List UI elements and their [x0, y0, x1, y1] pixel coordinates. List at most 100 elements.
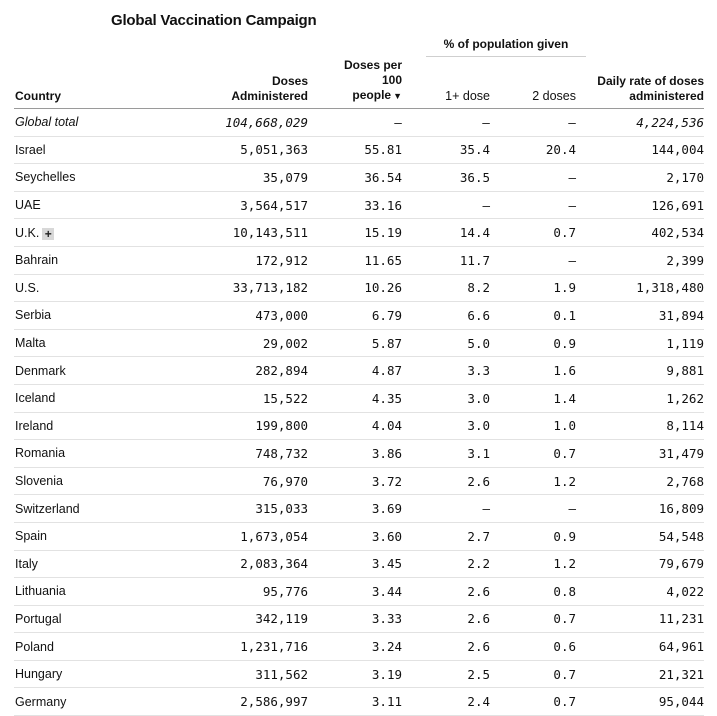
- one-dose-cell-value: 2.5: [467, 666, 490, 682]
- daily-rate-cell: 1,119: [578, 329, 704, 358]
- doses-cell-value: 311,562: [255, 666, 308, 682]
- doses-cell: 1,673,054: [110, 522, 310, 551]
- header-row: Country Doses Administered Doses per 100…: [14, 57, 704, 109]
- per100-cell: 3.33: [310, 605, 402, 634]
- country-cell-value: Poland: [15, 639, 54, 654]
- one-dose-cell: 2.6: [402, 605, 490, 634]
- daily-rate-cell-value: 126,691: [651, 197, 704, 213]
- two-doses-cell: 1.2: [490, 550, 578, 579]
- country-cell: Spain: [14, 522, 110, 551]
- two-doses-cell-value: 20.4: [545, 142, 576, 158]
- one-dose-cell: 8.2: [402, 274, 490, 303]
- daily-rate-cell-value: 1,119: [666, 335, 704, 351]
- two-doses-cell: 0.7: [490, 218, 578, 247]
- per100-cell: 10.26: [310, 274, 402, 303]
- doses-cell-value: 748,732: [255, 445, 308, 461]
- doses-cell: 33,713,182: [110, 274, 310, 303]
- country-column-header[interactable]: Country: [14, 57, 110, 109]
- one-dose-cell-value: –: [482, 501, 490, 517]
- daily-rate-cell-value: 2,768: [666, 473, 704, 489]
- two-doses-cell: –: [490, 191, 578, 220]
- two-doses-cell: –: [490, 494, 578, 523]
- daily-rate-cell: 79,679: [578, 550, 704, 579]
- per100-cell-value: –: [394, 114, 402, 130]
- per100-cell: 33.16: [310, 191, 402, 220]
- table-row: Romania 748,732 3.86 3.1 0.7 31,479: [14, 439, 704, 468]
- country-cell: Bahrain: [14, 246, 110, 275]
- per100-cell: 3.60: [310, 522, 402, 551]
- two-doses-cell-value: 0.9: [553, 528, 576, 544]
- per100-cell-value: 3.19: [371, 666, 402, 682]
- two-doses-column-header[interactable]: 2 doses: [490, 57, 578, 109]
- doses-cell-value: 5,051,363: [240, 142, 308, 158]
- country-cell-value: Slovenia: [15, 474, 63, 489]
- country-cell-value: Germany: [15, 694, 67, 709]
- doses-cell: 15,522: [110, 384, 310, 413]
- country-cell: Denmark: [14, 356, 110, 385]
- one-dose-cell-value: 2.2: [467, 556, 490, 572]
- country-cell: Seychelles: [14, 163, 110, 192]
- per100-cell-value: 3.72: [371, 473, 402, 489]
- doses-cell: 199,800: [110, 412, 310, 441]
- doses-cell-value: 10,143,511: [232, 225, 308, 241]
- per100-cell: 4.04: [310, 412, 402, 441]
- two-doses-cell: 0.7: [490, 605, 578, 634]
- doses-cell: 104,668,029: [110, 108, 310, 137]
- daily-rate-cell: 8,114: [578, 412, 704, 441]
- one-dose-cell: 2.2: [402, 550, 490, 579]
- per100-column-header[interactable]: Doses per 100 people ▼: [310, 57, 402, 109]
- one-dose-cell-value: –: [482, 114, 490, 130]
- doses-cell: 473,000: [110, 301, 310, 330]
- doses-cell: 282,894: [110, 356, 310, 385]
- daily-rate-cell: 4,224,536: [578, 108, 704, 137]
- daily-rate-cell: 11,231: [578, 605, 704, 634]
- per100-header-line-3-wrap: people ▼: [310, 88, 402, 104]
- doses-cell-value: 342,119: [255, 611, 308, 627]
- group-header-rule: [426, 56, 586, 57]
- daily-rate-cell: 31,479: [578, 439, 704, 468]
- doses-cell-value: 95,776: [262, 583, 308, 599]
- one-dose-cell-value: 3.3: [467, 363, 490, 379]
- one-dose-cell: –: [402, 191, 490, 220]
- per100-header-line-3: people: [352, 88, 392, 102]
- per100-cell-value: 33.16: [364, 197, 402, 213]
- per100-cell-value: 4.87: [371, 363, 402, 379]
- daily-header-line-2: administered: [629, 89, 704, 103]
- two-doses-cell-value: 0.7: [553, 611, 576, 627]
- daily-rate-column-header[interactable]: Daily rate of doses administered: [578, 57, 704, 109]
- one-dose-cell: 2.4: [402, 687, 490, 716]
- two-doses-cell-value: 1.9: [553, 280, 576, 296]
- per100-cell-value: 5.87: [371, 335, 402, 351]
- expand-plus-icon[interactable]: +: [42, 227, 55, 240]
- doses-column-header[interactable]: Doses Administered: [110, 57, 310, 109]
- two-doses-cell: 0.9: [490, 329, 578, 358]
- one-dose-cell-value: 36.5: [459, 169, 490, 185]
- doses-cell-value: 1,673,054: [240, 528, 308, 544]
- per100-cell: –: [310, 108, 402, 137]
- two-doses-cell: 20.4: [490, 136, 578, 165]
- country-cell: Poland: [14, 632, 110, 661]
- daily-rate-cell: 31,894: [578, 301, 704, 330]
- two-doses-cell-value: –: [568, 252, 576, 268]
- country-cell-value: Malta: [15, 336, 46, 351]
- doses-cell: 76,970: [110, 467, 310, 496]
- country-cell: Malta: [14, 329, 110, 358]
- one-dose-cell: 2.6: [402, 467, 490, 496]
- doses-cell: 29,002: [110, 329, 310, 358]
- one-dose-column-header[interactable]: 1+ dose: [402, 57, 490, 109]
- one-dose-cell-value: 2.6: [467, 611, 490, 627]
- one-dose-cell: 6.6: [402, 301, 490, 330]
- country-cell-value: Lithuania: [15, 584, 66, 599]
- one-dose-cell: 3.3: [402, 356, 490, 385]
- one-dose-cell-value: 3.0: [467, 390, 490, 406]
- table-row: Hungary 311,562 3.19 2.5 0.7 21,321: [14, 660, 704, 689]
- one-dose-cell: 2.6: [402, 632, 490, 661]
- one-dose-cell: 3.0: [402, 384, 490, 413]
- two-doses-cell: 0.7: [490, 660, 578, 689]
- table-row: Lithuania 95,776 3.44 2.6 0.8 4,022: [14, 577, 704, 606]
- two-doses-cell-value: 1.2: [553, 473, 576, 489]
- daily-rate-cell: 2,768: [578, 467, 704, 496]
- daily-rate-cell-value: 31,894: [658, 307, 704, 323]
- table-row: Switzerland 315,033 3.69 – – 16,809: [14, 494, 704, 523]
- per100-cell-value: 36.54: [364, 169, 402, 185]
